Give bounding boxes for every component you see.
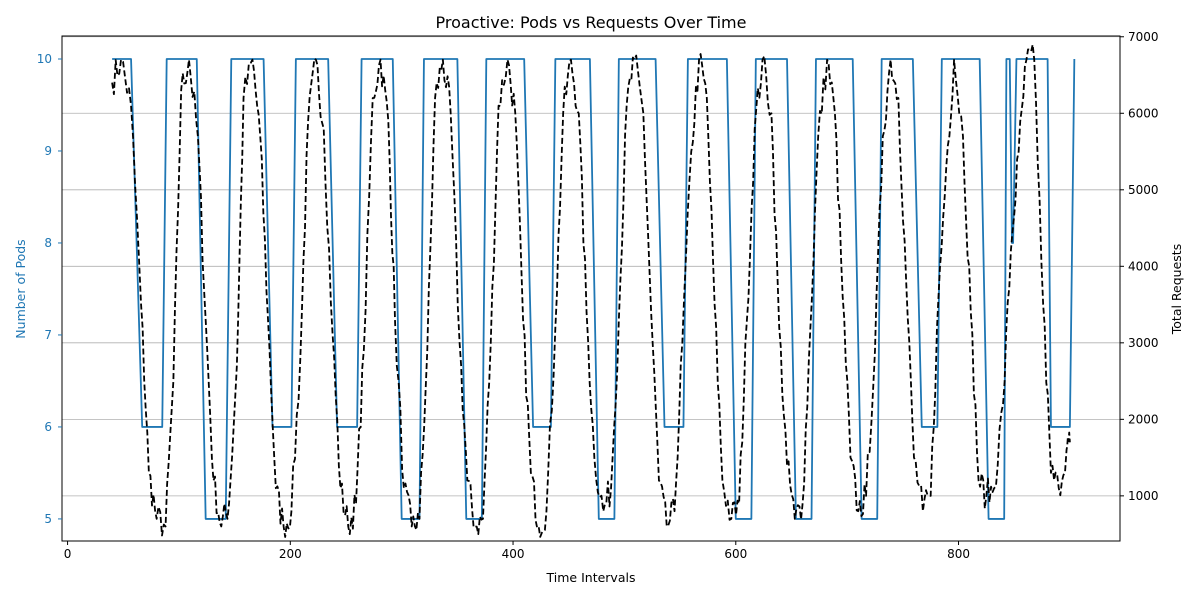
left-tick-label: 5 xyxy=(44,512,52,526)
left-tick-label: 9 xyxy=(44,144,52,158)
right-tick-label: 7000 xyxy=(1128,30,1159,44)
x-tick-label: 0 xyxy=(64,547,72,561)
right-tick-label: 1000 xyxy=(1128,489,1159,503)
x-axis-label: Time Intervals xyxy=(546,570,636,585)
series-group xyxy=(111,43,1076,538)
right-axis-ticks: 1000 2000 3000 4000 5000 6000 7000 xyxy=(1120,30,1159,503)
left-tick-label: 7 xyxy=(44,328,52,342)
requests-series-line xyxy=(111,43,1071,538)
x-tick-label: 600 xyxy=(724,547,747,561)
right-tick-label: 4000 xyxy=(1128,259,1159,273)
right-tick-label: 5000 xyxy=(1128,183,1159,197)
chart-title: Proactive: Pods vs Requests Over Time xyxy=(436,13,747,32)
right-tick-label: 3000 xyxy=(1128,336,1159,350)
left-tick-label: 6 xyxy=(44,420,52,434)
x-axis-ticks: 0 200 400 600 800 xyxy=(64,541,970,561)
pods-series-line xyxy=(112,58,1076,520)
x-tick-label: 200 xyxy=(279,547,302,561)
x-tick-label: 400 xyxy=(502,547,525,561)
x-tick-label: 800 xyxy=(947,547,970,561)
left-axis-ticks: 5 6 7 8 9 10 xyxy=(37,52,62,526)
plot-frame xyxy=(61,35,1121,542)
right-tick-label: 2000 xyxy=(1128,412,1159,426)
right-tick-label: 6000 xyxy=(1128,106,1159,120)
right-axis-label: Total Requests xyxy=(1169,244,1184,335)
left-axis-label: Number of Pods xyxy=(13,239,28,338)
left-tick-label: 10 xyxy=(37,52,52,66)
left-tick-label: 8 xyxy=(44,236,52,250)
